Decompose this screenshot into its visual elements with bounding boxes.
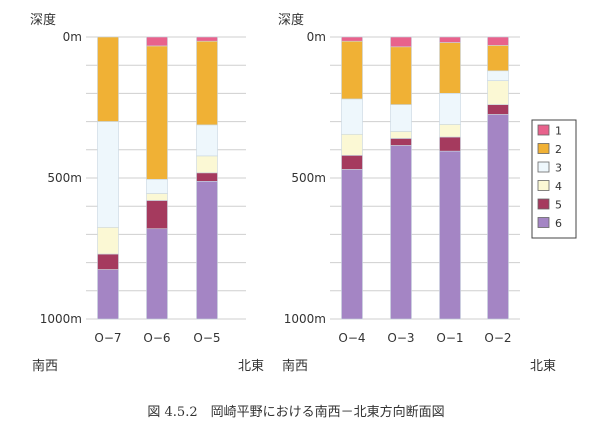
bar-segment-O−5-layer-6 xyxy=(196,181,218,320)
bar-segment-O−6-layer-2 xyxy=(146,45,168,180)
direction-label-northeast: 北東 xyxy=(530,358,556,374)
bar-segment-O−7-layer-5 xyxy=(97,253,119,270)
bar-segment-O−5-layer-2 xyxy=(196,40,218,126)
bar-segment-O−7-layer-4 xyxy=(97,227,119,255)
bar-segment-O−3-layer-5 xyxy=(390,138,412,146)
y-tick-label: 500m xyxy=(291,171,326,185)
y-tick-label: 500m xyxy=(47,171,82,185)
legend-label-1: 1 xyxy=(555,125,562,138)
bar-segment-O−7-layer-6 xyxy=(97,269,119,320)
legend-swatch-5 xyxy=(537,198,550,210)
bar-segment-O−4-layer-1 xyxy=(341,36,363,42)
bar-segment-O−7-layer-2 xyxy=(97,36,119,122)
legend-label-2: 2 xyxy=(555,143,562,156)
direction-label-northeast: 北東 xyxy=(238,358,264,374)
legend-swatch-2 xyxy=(537,143,550,154)
bar-segment-O−6-layer-3 xyxy=(146,179,168,194)
y-tick-label: 1000m xyxy=(284,312,326,326)
bar-segment-O−6-layer-5 xyxy=(146,200,168,230)
bar-segment-O−4-layer-2 xyxy=(341,40,363,100)
bar-segment-O−3-layer-3 xyxy=(390,104,412,132)
bar-segment-O−7-layer-3 xyxy=(97,121,119,228)
bar-segment-O−4-layer-6 xyxy=(341,169,363,320)
bar-segment-O−1-layer-6 xyxy=(439,150,461,320)
bar-segment-O−1-layer-2 xyxy=(439,42,461,94)
legend: 1 2 3 4 5 6 xyxy=(531,119,577,239)
direction-label-southwest: 南西 xyxy=(32,358,58,374)
legend-swatch-1 xyxy=(537,124,550,136)
x-tick-label: O−4 xyxy=(338,331,365,345)
chart-panels: 0m 500m 1000m 深度 O−7 O−6 O−5 南西 北東 0m 500m 1000m 深度 O… xyxy=(30,12,556,374)
figure-caption: 図 4.5.2 岡崎平野における南西－北東方向断面図 xyxy=(147,405,445,420)
bar-segment-O−2-layer-5 xyxy=(487,104,509,115)
y-tick-label: 0m xyxy=(63,30,82,44)
bar-segment-O−2-layer-3 xyxy=(487,70,509,82)
legend-swatch-6 xyxy=(537,217,550,228)
bar-segment-O−5-layer-1 xyxy=(196,36,218,42)
bar-segment-O−3-layer-4 xyxy=(390,131,412,139)
y-axis-label: 深度 xyxy=(278,12,304,28)
legend-swatch-4 xyxy=(537,180,550,191)
y-axis-label: 深度 xyxy=(30,12,56,28)
bar-segment-O−1-layer-1 xyxy=(439,36,461,43)
bar-segment-O−2-layer-2 xyxy=(487,45,509,72)
bar-segment-O−2-layer-1 xyxy=(487,36,509,46)
bar-segment-O−1-layer-5 xyxy=(439,136,461,152)
bar-segment-O−5-layer-5 xyxy=(196,172,218,182)
bar-segment-O−5-layer-3 xyxy=(196,124,218,157)
bar-segment-O−3-layer-1 xyxy=(390,36,412,48)
y-tick-label: 1000m xyxy=(40,312,82,326)
bar-segment-O−1-layer-4 xyxy=(439,124,461,138)
chart-panel-2: 0m 500m 1000m 深度 O−4 O−3 O−1 O−2 南西 北東 xyxy=(278,12,556,374)
x-tick-label: O−5 xyxy=(193,331,220,345)
chart-panel-1: 0m 500m 1000m 深度 O−7 O−6 O−5 南西 北東 xyxy=(30,12,264,374)
bar-segment-O−1-layer-3 xyxy=(439,93,461,125)
legend-label-6: 6 xyxy=(555,217,562,230)
bar-segment-O−6-layer-6 xyxy=(146,228,168,320)
bar-segment-O−3-layer-2 xyxy=(390,46,412,105)
bar-segment-O−2-layer-4 xyxy=(487,80,509,105)
legend-label-3: 3 xyxy=(555,162,562,175)
bar-segment-O−6-layer-4 xyxy=(146,193,168,201)
x-tick-label: O−3 xyxy=(387,331,414,345)
x-tick-label: O−1 xyxy=(436,331,463,345)
x-tick-label: O−6 xyxy=(143,331,170,345)
bar-segment-O−4-layer-3 xyxy=(341,98,363,135)
x-tick-label: O−2 xyxy=(484,331,511,345)
bar-segment-O−3-layer-6 xyxy=(390,145,412,320)
legend-label-5: 5 xyxy=(555,199,562,212)
direction-label-southwest: 南西 xyxy=(282,358,308,374)
bar-segment-O−4-layer-4 xyxy=(341,133,363,156)
bar-segment-O−5-layer-4 xyxy=(196,155,218,174)
legend-swatch-3 xyxy=(537,161,550,173)
legend-label-4: 4 xyxy=(555,180,562,193)
bar-segment-O−6-layer-1 xyxy=(146,36,168,47)
x-tick-label: O−7 xyxy=(94,331,121,345)
bar-segment-O−4-layer-5 xyxy=(341,155,363,170)
y-tick-label: 0m xyxy=(307,30,326,44)
bar-segment-O−2-layer-6 xyxy=(487,114,509,320)
